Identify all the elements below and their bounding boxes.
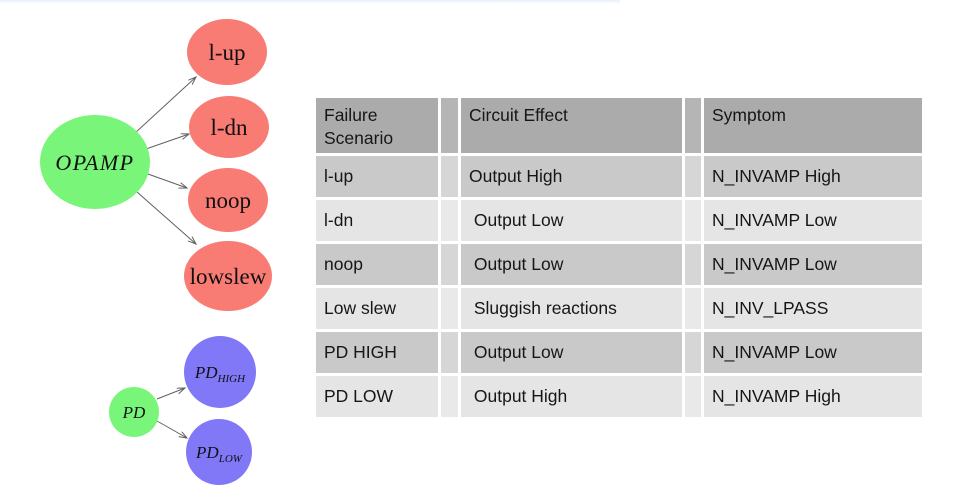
node-pd-high — [184, 336, 256, 408]
table-row: PD LOW Output High N_INVAMP High — [313, 373, 925, 420]
node-l-dn — [189, 96, 269, 158]
fault-tree-diagram: OPAMP l-up l-dn noop lowslew PD PDHIGH P… — [40, 19, 272, 485]
symptom-cell: N_INVAMP Low — [701, 329, 925, 376]
table-row: l-up Output High N_INVAMP High — [313, 153, 925, 200]
edge-opamp-lup-arrow — [134, 77, 196, 134]
node-noop — [188, 168, 268, 232]
failure-scenario-table: Failure Scenario Circuit Effect Symptom … — [313, 95, 925, 420]
pd-low-subscript-text: LOW — [218, 453, 243, 465]
node-l-up — [187, 19, 267, 85]
effect-cell: Output High — [458, 373, 685, 420]
node-opamp — [40, 115, 150, 209]
spacer-cell — [682, 285, 704, 332]
effect-cell: Output Low — [458, 241, 685, 288]
l-dn-node-label: l-dn — [210, 115, 248, 140]
edge-opamp-ldn-arrow — [145, 134, 189, 150]
scenario-cell: l-up — [313, 153, 441, 200]
table-header-row: Failure Scenario Circuit Effect Symptom — [313, 95, 925, 156]
spacer-cell — [438, 153, 461, 200]
symptom-cell: N_INVAMP High — [701, 153, 925, 200]
scenario-cell: l-dn — [313, 197, 441, 244]
table-row: l-dn Output Low N_INVAMP Low — [313, 197, 925, 244]
pd-high-base-text: PD — [194, 363, 218, 382]
scenario-cell: PD HIGH — [313, 329, 441, 376]
node-lowslew — [184, 241, 272, 311]
spacer-cell — [438, 285, 461, 332]
symptom-cell: N_INVAMP Low — [701, 197, 925, 244]
effect-cell: Output Low — [458, 329, 685, 376]
lowslew-node-label: lowslew — [190, 264, 267, 289]
table-row: Low slew Sluggish reactions N_INV_LPASS — [313, 285, 925, 332]
column-header-symptom: Symptom — [701, 95, 925, 156]
edge-pd-pdhigh-arrow — [156, 388, 185, 400]
node-pd-low — [186, 419, 252, 485]
node-pd — [109, 387, 159, 437]
noop-node-label: noop — [205, 188, 251, 213]
spacer-cell — [438, 197, 461, 244]
effect-cell: Output Low — [458, 197, 685, 244]
pd-low-node-label: PDLOW — [195, 443, 243, 465]
scenario-cell: Low slew — [313, 285, 441, 332]
table-row: noop Output Low N_INVAMP Low — [313, 241, 925, 288]
header-spacer-cell — [438, 95, 461, 156]
column-header-circuit-effect: Circuit Effect — [458, 95, 685, 156]
spacer-cell — [682, 373, 704, 420]
spacer-cell — [682, 241, 704, 288]
pd-high-subscript-text: HIGH — [217, 373, 247, 385]
edge-opamp-lowslew-arrow — [136, 191, 196, 244]
spacer-cell — [438, 373, 461, 420]
opamp-node-label: OPAMP — [55, 150, 134, 175]
symptom-cell: N_INV_LPASS — [701, 285, 925, 332]
edge-opamp-noop-arrow — [147, 173, 187, 188]
column-header-failure-scenario: Failure Scenario — [313, 95, 441, 156]
top-border-line — [0, 0, 620, 4]
pd-node-label: PD — [122, 403, 146, 422]
scenario-cell: PD LOW — [313, 373, 441, 420]
effect-cell: Sluggish reactions — [458, 285, 685, 332]
table-row: PD HIGH Output Low N_INVAMP Low — [313, 329, 925, 376]
spacer-cell — [438, 329, 461, 376]
spacer-cell — [438, 241, 461, 288]
spacer-cell — [682, 197, 704, 244]
pd-high-node-label: PDHIGH — [194, 363, 246, 385]
symptom-cell: N_INVAMP High — [701, 373, 925, 420]
header-spacer-cell — [682, 95, 704, 156]
effect-cell: Output High — [458, 153, 685, 200]
pd-low-base-text: PD — [195, 443, 219, 462]
spacer-cell — [682, 329, 704, 376]
spacer-cell — [682, 153, 704, 200]
symptom-cell: N_INVAMP Low — [701, 241, 925, 288]
edge-pd-pdlow-arrow — [156, 420, 187, 438]
l-up-node-label: l-up — [208, 40, 245, 65]
scenario-cell: noop — [313, 241, 441, 288]
